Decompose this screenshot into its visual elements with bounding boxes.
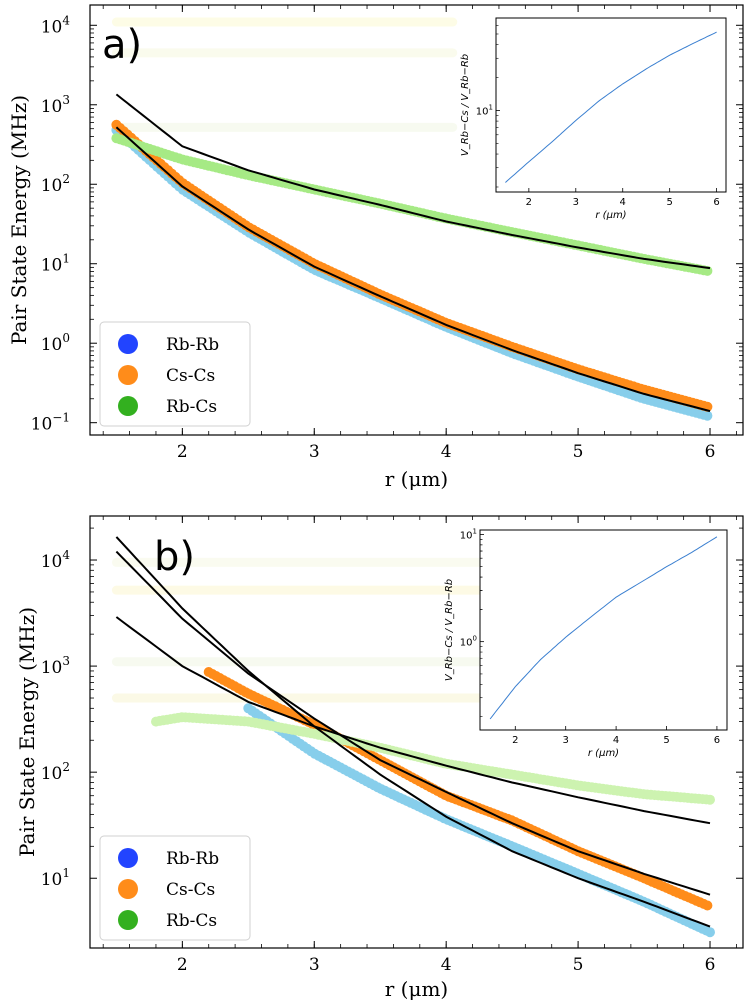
legend-marker	[118, 334, 138, 354]
inset-series-line	[489, 536, 718, 720]
x-tick-label: 4	[441, 955, 452, 975]
x-tick-label: 5	[573, 442, 584, 462]
legend-box	[99, 321, 251, 427]
x-tick-label: 6	[705, 955, 716, 975]
data-point	[705, 794, 715, 805]
inset-frame	[479, 529, 728, 731]
inset-series-line	[505, 31, 717, 183]
legend-label: Rb-Cs	[166, 397, 217, 417]
inset-x-axis-label: r (μm)	[595, 210, 626, 221]
plot-frame	[89, 515, 744, 949]
panel-label: a)	[102, 22, 142, 68]
x-tick-label: 3	[309, 442, 320, 462]
inset-y-axis-label: V_Rb−Cs / V_Rb−Rb	[444, 579, 455, 681]
legend-marker	[118, 879, 138, 899]
legend-label: Cs-Cs	[166, 880, 215, 900]
x-tick-label: 2	[177, 955, 188, 975]
legend: Rb-Rb Cs-Cs Rb-Cs	[99, 321, 251, 427]
y-tick-label: 104	[41, 548, 71, 572]
x-axis-label: r (μm)	[385, 467, 449, 491]
inset-x-tick-label: 2	[512, 735, 518, 746]
data-point	[705, 927, 715, 938]
y-tick-label: 104	[41, 13, 71, 37]
data-point	[702, 410, 713, 421]
x-tick-label: 4	[441, 442, 452, 462]
inset-y-axis-label: V_Rb−Cs / V_Rb−Rb	[460, 54, 471, 156]
inset-x-tick-label: 2	[526, 197, 532, 208]
legend-marker	[118, 910, 138, 930]
inset-frame	[495, 17, 727, 193]
y-tick-label: 103	[41, 93, 70, 117]
x-tick-label: 2	[177, 442, 188, 462]
inset-chart: 2 3 4 5 6 101 r (μm) V_Rb−Cs / V_Rb−Rb	[460, 17, 727, 221]
x-tick-label: 5	[573, 955, 584, 975]
fit-line	[115, 616, 711, 825]
fit-line	[115, 536, 711, 928]
inset-y-tick-label: 101	[476, 103, 493, 117]
y-axis-label: Pair State Energy (MHz)	[15, 607, 39, 857]
inset-x-tick-label: 3	[573, 197, 579, 208]
inset-x-tick-label: 4	[620, 197, 626, 208]
inset-y-tick-label: 101	[460, 527, 477, 541]
fit-line	[115, 126, 711, 413]
inset-x-tick-label: 4	[613, 735, 619, 746]
y-tick-label: 100	[41, 331, 70, 355]
inset-x-tick-label: 5	[663, 735, 669, 746]
legend-label: Rb-Cs	[166, 911, 217, 931]
panel-a-chart: 2 3 4 5 6 10−1 100 101 102 103 104 Pair State Energ…	[7, 4, 744, 491]
y-tick-label: 103	[41, 654, 70, 678]
y-tick-label: 10−1	[31, 411, 70, 435]
inset-x-axis-label: r (μm)	[588, 748, 619, 759]
legend-label: Rb-Rb	[166, 849, 219, 869]
legend-label: Rb-Rb	[166, 335, 219, 355]
legend-label: Cs-Cs	[166, 366, 215, 386]
legend: Rb-Rb Cs-Cs Rb-Cs	[99, 835, 251, 941]
inset-x-tick-label: 6	[713, 197, 719, 208]
panel-label: b)	[154, 534, 195, 580]
x-axis-label: r (μm)	[385, 977, 449, 1001]
inset-x-tick-label: 3	[563, 735, 569, 746]
data-point	[702, 900, 713, 911]
y-tick-label: 101	[41, 866, 70, 890]
y-tick-label: 102	[41, 172, 70, 196]
legend-marker	[118, 848, 138, 868]
inset-x-tick-label: 5	[666, 197, 672, 208]
background-states	[111, 17, 458, 132]
fit-line	[115, 93, 711, 270]
y-axis-label: Pair State Energy (MHz)	[7, 95, 31, 345]
inset-x-tick-label: 6	[714, 735, 720, 746]
legend-marker	[118, 396, 138, 416]
fit-line	[115, 550, 711, 896]
x-tick-label: 3	[309, 955, 320, 975]
y-tick-label: 102	[41, 760, 70, 784]
plot-frame	[89, 4, 744, 436]
legend-box	[99, 835, 251, 941]
x-tick-label: 6	[705, 442, 716, 462]
y-tick-label: 101	[41, 252, 70, 276]
legend-marker	[118, 365, 138, 385]
panel-b-chart: 2 3 4 5 6 101 102 103 104 Pair State Energy (MHz)…	[15, 515, 744, 1001]
inset-chart: 2 3 4 5 6 100 101 r (μm) V_Rb−Cs / V_Rb−Rb	[444, 527, 728, 759]
inset-y-tick-label: 100	[460, 635, 477, 649]
